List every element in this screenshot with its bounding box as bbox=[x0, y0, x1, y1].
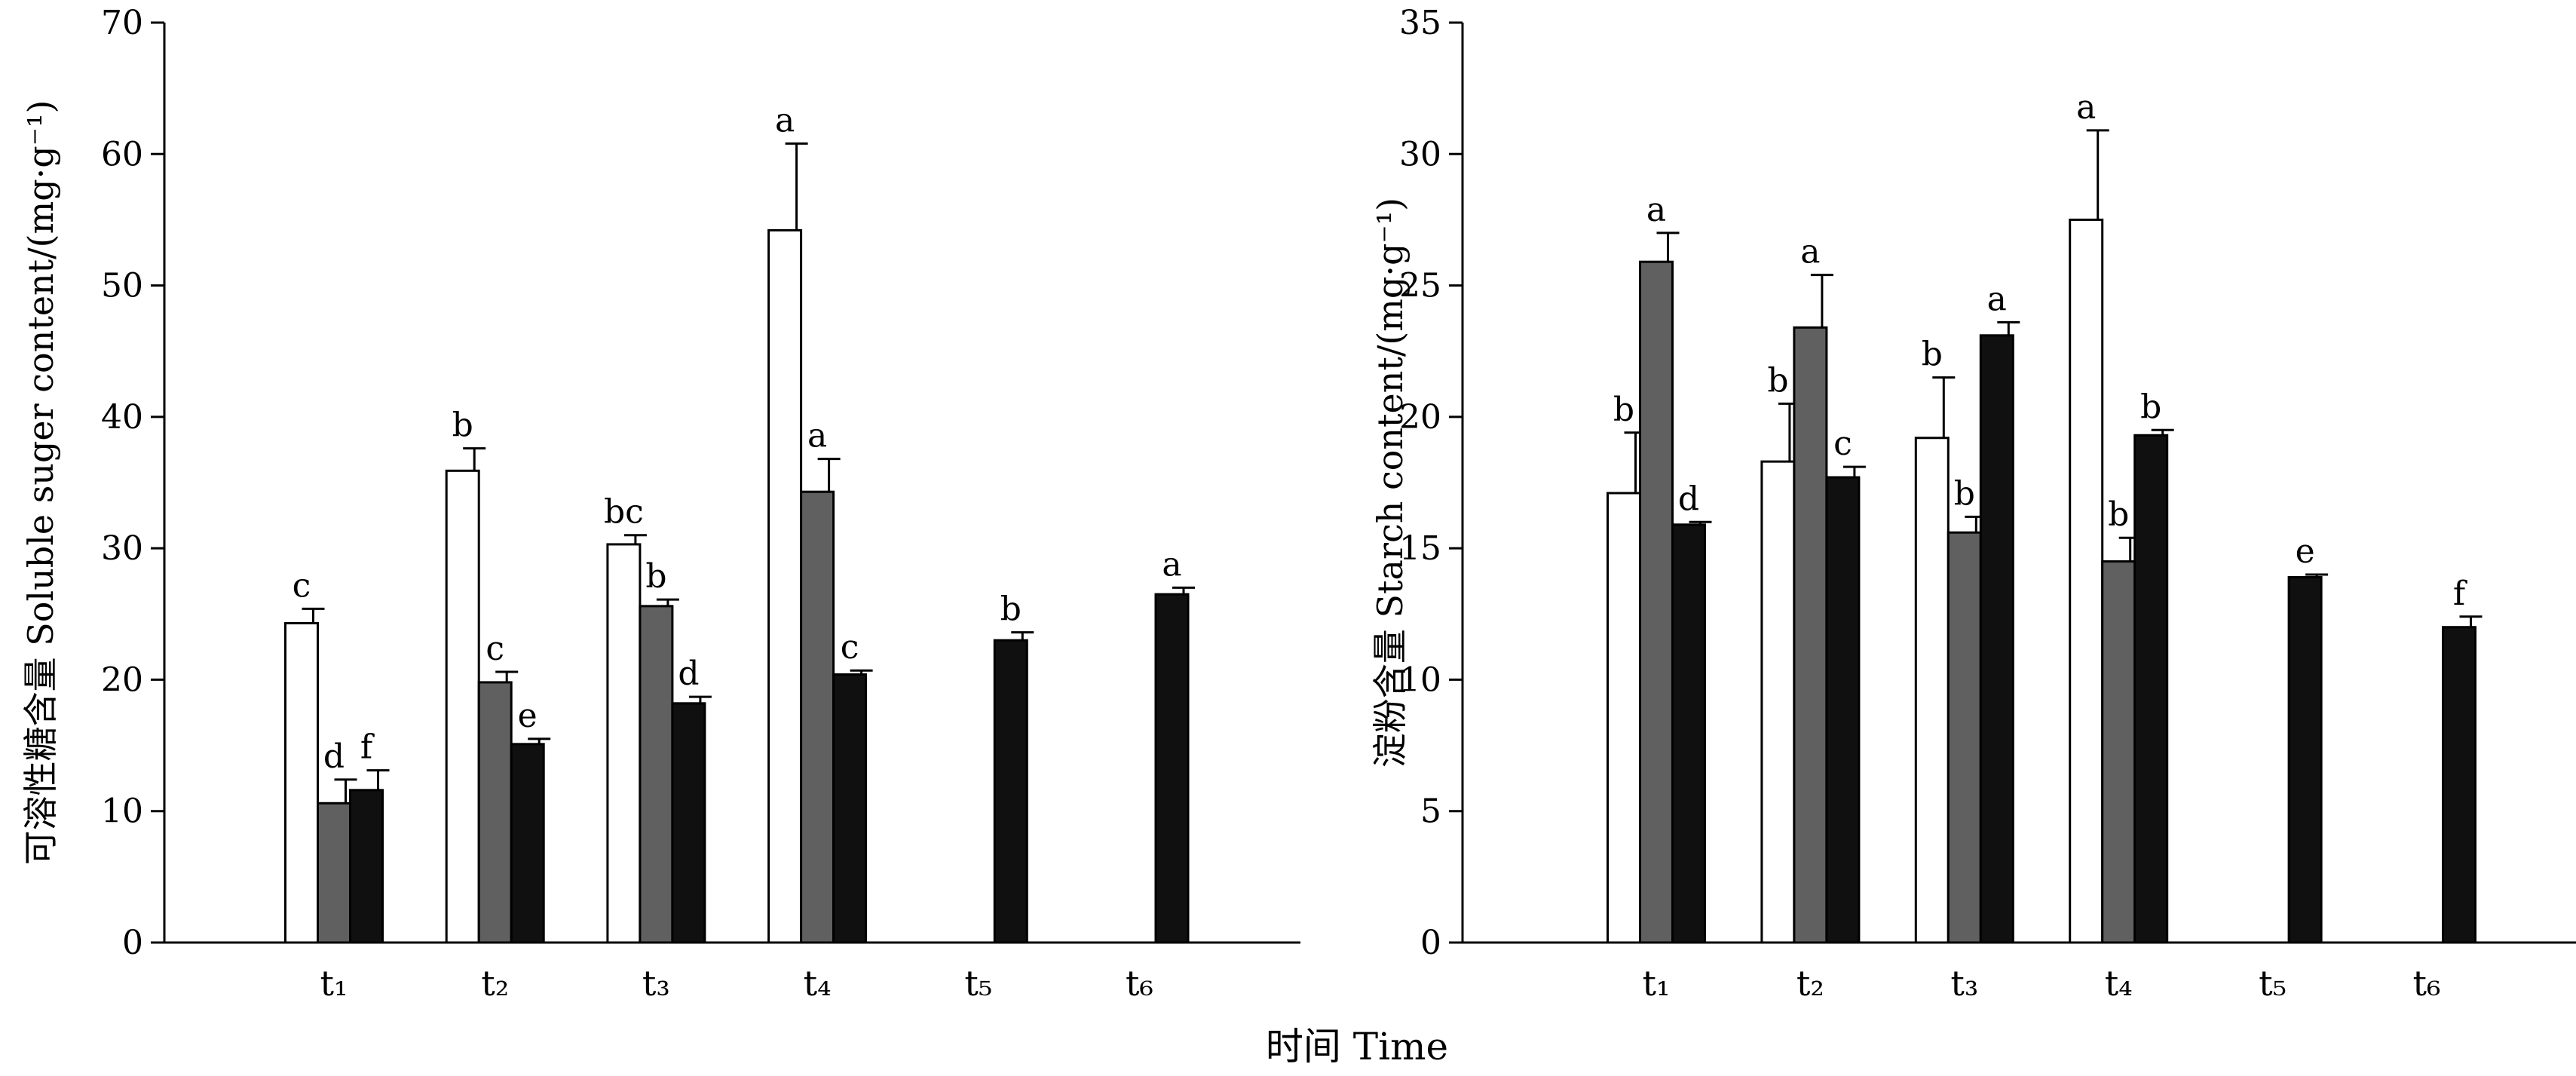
bar bbox=[800, 490, 835, 944]
x-tick-label: t₄ bbox=[804, 963, 832, 1004]
significance-label: a bbox=[1800, 233, 1820, 271]
x-tick-label: t₁ bbox=[1643, 963, 1671, 1004]
bar bbox=[1947, 531, 1982, 944]
bar bbox=[1154, 593, 1190, 944]
bar bbox=[284, 621, 319, 944]
y-tick-label: 25 bbox=[1399, 267, 1441, 305]
chart-left: 0 10 20 30 40 50 60 70 可溶性糖含量 Soluble suger cont… bbox=[20, 4, 1300, 1004]
significance-label: b bbox=[2140, 388, 2161, 426]
bar bbox=[606, 543, 642, 944]
x-tick-label: t₅ bbox=[964, 963, 992, 1004]
bar bbox=[2287, 575, 2323, 944]
x-tick-label: t₃ bbox=[642, 963, 670, 1004]
significance-label: d bbox=[1678, 480, 1699, 518]
bar bbox=[1793, 326, 1828, 944]
y-tick-label: 30 bbox=[101, 529, 143, 568]
bar bbox=[1825, 476, 1861, 944]
y-tick-label: 60 bbox=[101, 135, 143, 173]
y-tick-label: 30 bbox=[1399, 135, 1441, 173]
bar bbox=[1671, 523, 1706, 944]
significance-label: b bbox=[1922, 336, 1943, 374]
bar bbox=[510, 743, 545, 944]
y-tick-label: 0 bbox=[122, 924, 143, 962]
y-tick-label: 40 bbox=[101, 398, 143, 437]
bar bbox=[2101, 560, 2136, 944]
y-tick-label: 0 bbox=[1420, 924, 1441, 962]
significance-label: f bbox=[2453, 575, 2467, 613]
x-axis-title: 时间 Time bbox=[1266, 1025, 1448, 1068]
significance-label: b bbox=[1954, 474, 1975, 513]
bar bbox=[993, 639, 1028, 944]
y-tick-label: 10 bbox=[1399, 661, 1441, 699]
x-tick-label: t₂ bbox=[481, 963, 509, 1004]
x-tick-label: t₁ bbox=[320, 963, 348, 1004]
significance-label: b bbox=[452, 406, 473, 445]
bar bbox=[2442, 626, 2476, 944]
bar bbox=[1914, 437, 1950, 944]
significance-label: a bbox=[1987, 280, 2007, 318]
x-tick-label: t₅ bbox=[2259, 963, 2287, 1004]
significance-label: e bbox=[2296, 532, 2315, 571]
bar bbox=[1607, 492, 1641, 944]
x-tick-label: t₄ bbox=[2105, 963, 2133, 1004]
significance-label: b bbox=[1000, 590, 1022, 629]
y-tick-label: 5 bbox=[1420, 792, 1441, 831]
bar bbox=[639, 605, 674, 944]
significance-label: b bbox=[1767, 361, 1788, 400]
significance-label: e bbox=[518, 697, 538, 735]
y-tick-label: 70 bbox=[101, 4, 143, 42]
significance-label: a bbox=[807, 417, 827, 455]
significance-label: f bbox=[360, 728, 375, 767]
significance-label: a bbox=[1162, 545, 1181, 584]
y-tick-label: 20 bbox=[101, 661, 143, 699]
significance-label: a bbox=[2076, 88, 2096, 127]
y-tick-label: 15 bbox=[1399, 529, 1441, 568]
bar bbox=[317, 802, 351, 944]
x-tick-label: t₃ bbox=[1950, 963, 1978, 1004]
significance-label: d bbox=[323, 737, 345, 776]
y-tick-label: 35 bbox=[1399, 4, 1441, 42]
bar bbox=[832, 673, 868, 944]
bar bbox=[1979, 334, 2014, 944]
chart-right: 0 5 10 15 20 25 30 35 淀粉含量 Starch content/(mg·g⁻… bbox=[1370, 4, 2576, 1004]
significance-label: c bbox=[1833, 425, 1852, 463]
significance-label: b bbox=[1613, 391, 1634, 429]
y-tick-label: 20 bbox=[1399, 398, 1441, 437]
significance-label: b bbox=[645, 557, 666, 596]
significance-label: bc bbox=[604, 493, 644, 532]
significance-label: c bbox=[485, 630, 504, 668]
significance-label: a bbox=[1646, 191, 1666, 229]
bar bbox=[1639, 260, 1674, 944]
y-axis-label: 可溶性糖含量 Soluble suger content/(mg·g⁻¹) bbox=[20, 100, 61, 866]
bar bbox=[767, 228, 803, 944]
bar bbox=[349, 789, 384, 944]
significance-label: d bbox=[678, 654, 699, 693]
bar bbox=[2069, 218, 2104, 944]
x-tick-label: t₆ bbox=[1126, 963, 1153, 1004]
significance-label: b bbox=[2108, 495, 2129, 534]
y-tick-label: 50 bbox=[101, 267, 143, 305]
x-tick-label: t₆ bbox=[2413, 963, 2441, 1004]
significance-label: c bbox=[841, 628, 859, 667]
bar bbox=[445, 469, 480, 944]
bar bbox=[1760, 460, 1796, 944]
x-tick-label: t₂ bbox=[1796, 963, 1824, 1004]
significance-label: c bbox=[293, 566, 311, 605]
bar bbox=[2133, 434, 2169, 944]
bar bbox=[477, 681, 513, 944]
y-tick-label: 10 bbox=[101, 792, 143, 831]
significance-label: a bbox=[775, 101, 795, 139]
bar bbox=[671, 702, 706, 944]
y-axis-label: 淀粉含量 Starch content/(mg·g⁻¹) bbox=[1370, 198, 1411, 768]
